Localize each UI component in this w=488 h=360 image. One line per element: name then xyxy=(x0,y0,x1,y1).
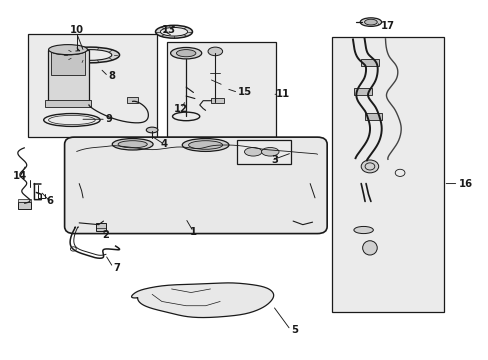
Ellipse shape xyxy=(112,139,153,150)
Bar xyxy=(47,50,89,105)
Text: 15: 15 xyxy=(238,87,252,98)
Text: 9: 9 xyxy=(106,114,113,124)
Text: 6: 6 xyxy=(46,197,53,206)
Bar xyxy=(19,202,30,208)
Ellipse shape xyxy=(244,148,262,156)
Text: 12: 12 xyxy=(174,104,188,113)
Ellipse shape xyxy=(176,50,196,57)
Ellipse shape xyxy=(48,45,87,55)
Ellipse shape xyxy=(182,139,228,152)
Bar xyxy=(353,87,371,95)
Bar xyxy=(51,51,84,75)
Ellipse shape xyxy=(146,127,158,133)
Bar xyxy=(237,140,290,164)
Text: 3: 3 xyxy=(271,156,278,165)
Bar xyxy=(361,59,378,67)
Text: 17: 17 xyxy=(380,21,394,31)
Bar xyxy=(19,199,30,202)
Ellipse shape xyxy=(155,25,192,38)
Bar xyxy=(28,33,157,137)
Ellipse shape xyxy=(360,18,381,26)
Text: 11: 11 xyxy=(276,89,290,99)
Text: 5: 5 xyxy=(290,325,297,335)
Ellipse shape xyxy=(61,47,119,63)
Bar xyxy=(45,100,91,107)
Ellipse shape xyxy=(188,141,222,149)
Text: 2: 2 xyxy=(102,230,109,240)
Bar xyxy=(331,37,443,312)
Text: 16: 16 xyxy=(458,179,471,189)
Text: 8: 8 xyxy=(108,71,115,81)
Text: 14: 14 xyxy=(13,171,27,181)
Bar xyxy=(126,97,137,103)
Text: 10: 10 xyxy=(70,25,83,35)
Circle shape xyxy=(361,160,378,173)
Ellipse shape xyxy=(362,241,376,255)
Ellipse shape xyxy=(170,48,201,59)
Ellipse shape xyxy=(207,47,222,56)
Text: 4: 4 xyxy=(161,139,167,149)
Ellipse shape xyxy=(160,27,187,36)
Text: 1: 1 xyxy=(189,227,197,237)
Bar xyxy=(96,223,106,231)
Ellipse shape xyxy=(50,46,85,55)
Bar xyxy=(364,113,382,120)
Ellipse shape xyxy=(69,50,112,60)
Ellipse shape xyxy=(261,148,279,156)
Ellipse shape xyxy=(118,141,147,148)
Text: 7: 7 xyxy=(113,262,120,273)
Text: 13: 13 xyxy=(162,25,176,35)
FancyBboxPatch shape xyxy=(64,137,326,234)
Polygon shape xyxy=(131,283,273,318)
Ellipse shape xyxy=(364,19,376,25)
Ellipse shape xyxy=(353,226,372,234)
Bar xyxy=(166,42,276,137)
Bar xyxy=(211,98,223,103)
